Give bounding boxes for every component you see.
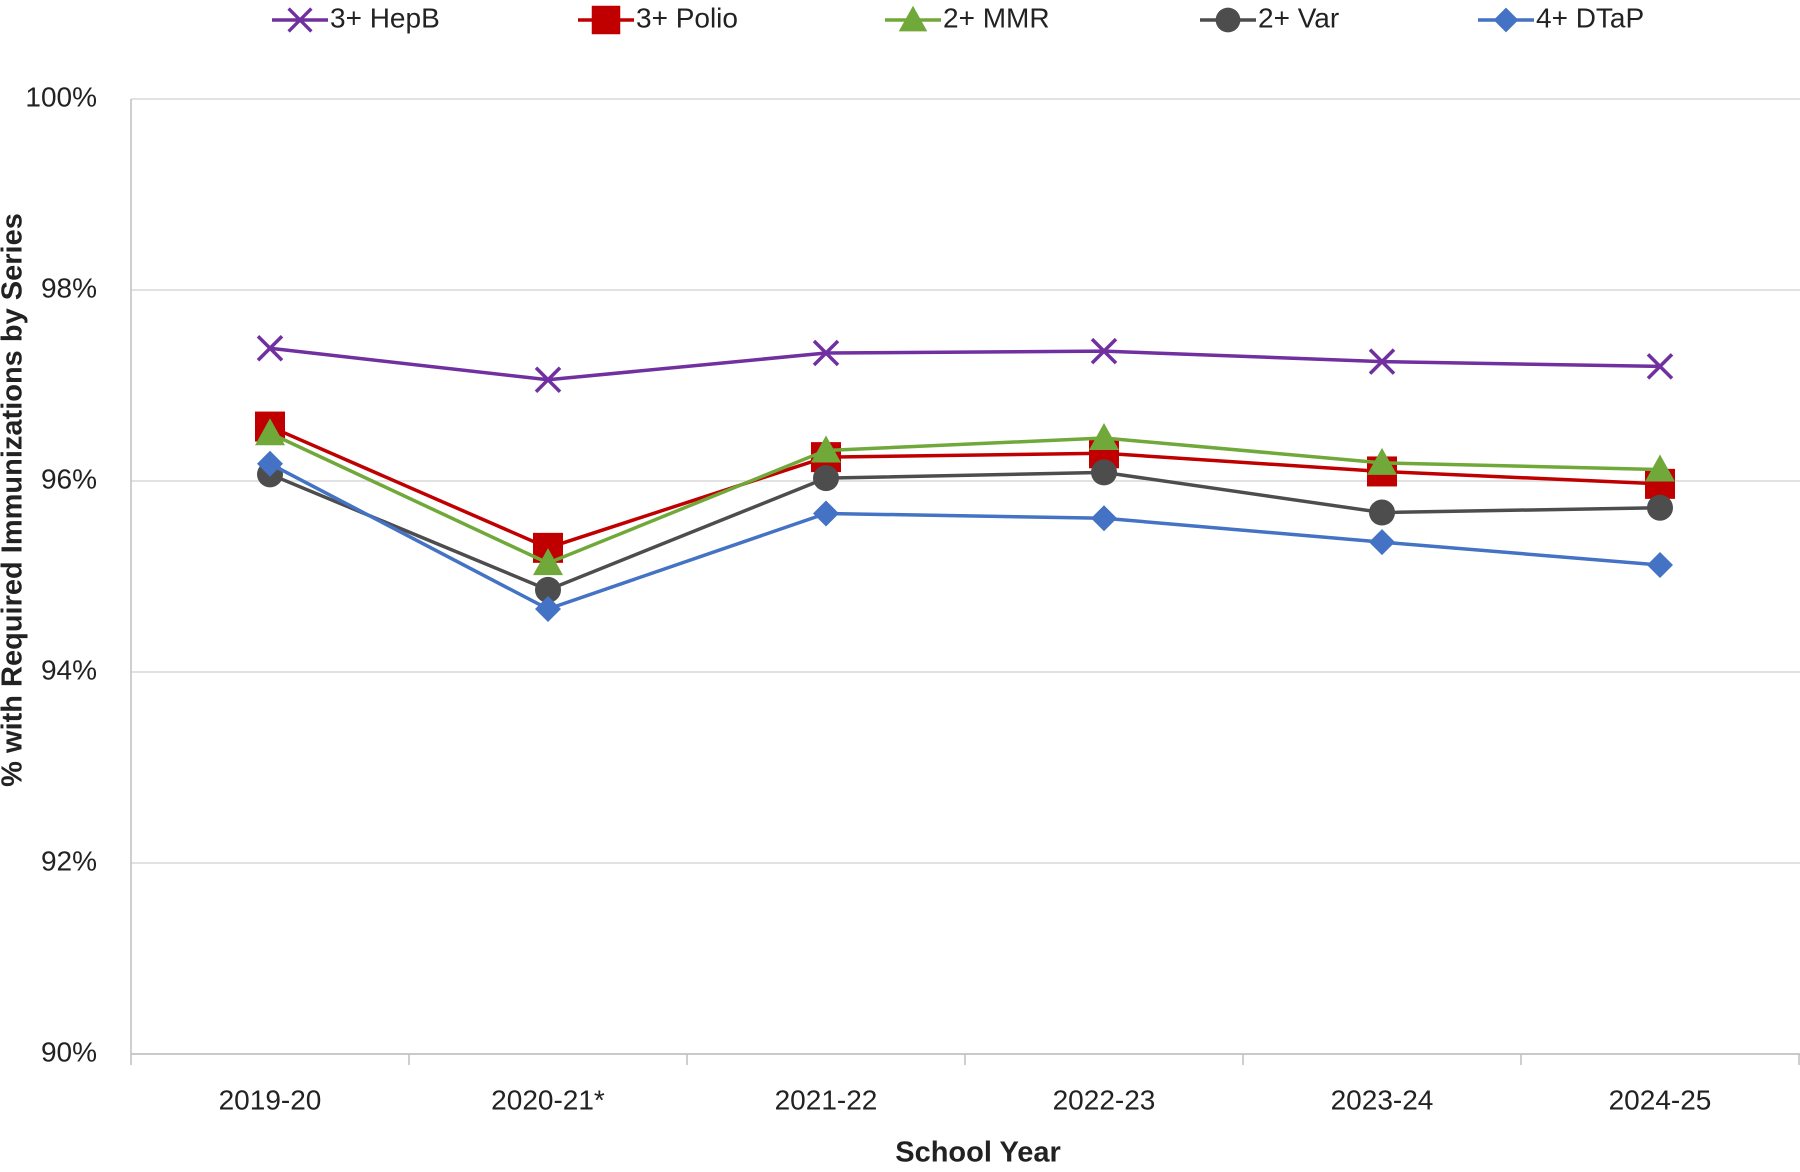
x-tick-label: 2022-23 bbox=[1053, 1084, 1156, 1115]
marker bbox=[1369, 499, 1395, 526]
x-tick-label: 2023-24 bbox=[1331, 1084, 1434, 1115]
marker bbox=[1090, 337, 1118, 365]
legend-label: 3+ Polio bbox=[636, 2, 738, 33]
marker bbox=[1647, 552, 1673, 579]
y-tick-label: 100% bbox=[25, 81, 97, 112]
y-tick-label: 96% bbox=[41, 463, 97, 494]
marker bbox=[1646, 353, 1674, 380]
marker bbox=[256, 335, 284, 362]
legend-label: 4+ DTaP bbox=[1536, 2, 1644, 33]
marker bbox=[534, 366, 562, 394]
x-axis-title: School Year bbox=[895, 1137, 1061, 1169]
y-tick-label: 90% bbox=[41, 1036, 97, 1067]
marker bbox=[257, 450, 283, 477]
y-axis-title: % with Required Immunizations by Series bbox=[0, 213, 29, 787]
marker bbox=[813, 500, 839, 527]
marker bbox=[1091, 459, 1117, 486]
legend-label: 2+ MMR bbox=[943, 2, 1050, 33]
series-line bbox=[269, 470, 1661, 592]
marker bbox=[813, 465, 839, 492]
marker bbox=[1645, 454, 1675, 482]
series bbox=[255, 418, 1675, 576]
marker bbox=[1367, 447, 1397, 475]
marker bbox=[811, 435, 841, 463]
marker bbox=[255, 418, 285, 446]
x-tick-label: 2020-21* bbox=[491, 1084, 605, 1115]
marker bbox=[1493, 7, 1519, 33]
marker bbox=[1369, 529, 1395, 556]
series bbox=[257, 459, 1673, 603]
marker bbox=[812, 339, 840, 367]
series-line bbox=[269, 346, 1661, 382]
marker bbox=[1368, 348, 1396, 375]
marker bbox=[1215, 7, 1241, 33]
series bbox=[255, 411, 1675, 563]
marker bbox=[898, 5, 928, 32]
marker bbox=[1089, 423, 1119, 451]
marker bbox=[533, 548, 563, 576]
marker bbox=[1647, 494, 1673, 521]
y-tick-label: 94% bbox=[41, 654, 97, 685]
series-line bbox=[269, 424, 1661, 550]
series-line bbox=[269, 431, 1661, 566]
marker bbox=[535, 576, 561, 603]
marker bbox=[287, 7, 313, 33]
y-tick-label: 92% bbox=[41, 845, 97, 876]
legend-label: 2+ Var bbox=[1258, 2, 1339, 33]
marker bbox=[1091, 505, 1117, 532]
series bbox=[256, 335, 1674, 394]
x-tick-label: 2019-20 bbox=[219, 1084, 322, 1115]
x-tick-label: 2021-22 bbox=[775, 1084, 878, 1115]
x-tick-label: 2024-25 bbox=[1609, 1084, 1712, 1115]
series bbox=[257, 450, 1673, 622]
marker bbox=[591, 5, 621, 35]
marker bbox=[535, 595, 561, 622]
legend-label: 3+ HepB bbox=[330, 2, 440, 33]
legend: 3+ HepB 3+ Polio 2+ MMR 2+ Var 4+ DTaP bbox=[272, 2, 1644, 35]
y-tick-label: 98% bbox=[41, 272, 97, 303]
series-line bbox=[269, 462, 1661, 611]
